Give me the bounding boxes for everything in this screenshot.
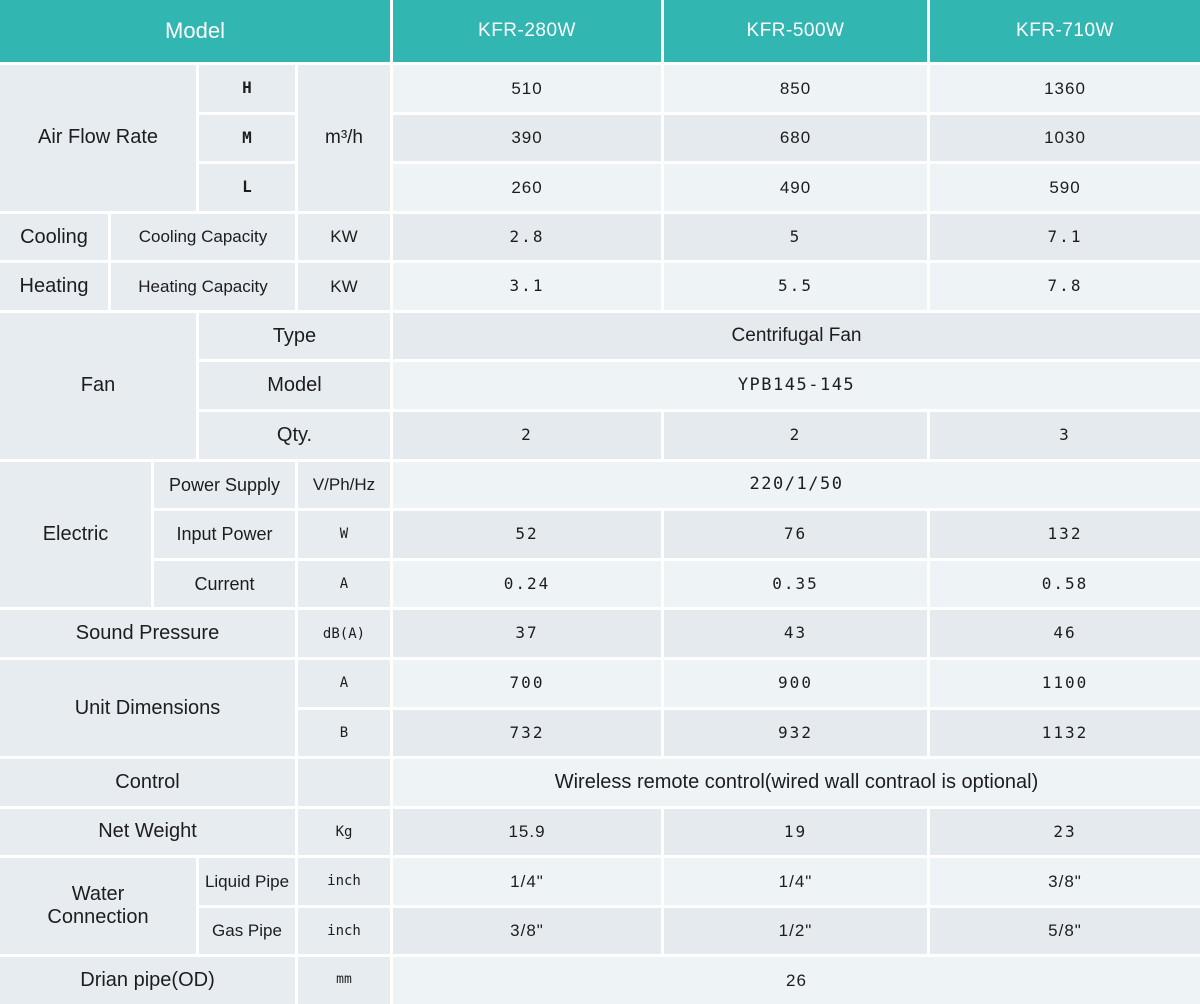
fan-label: Fan <box>0 312 196 459</box>
gas-pipe-710w: 5/8" <box>930 907 1200 955</box>
air-flow-h-500w: 850 <box>664 65 927 112</box>
input-power-710w: 132 <box>930 511 1200 558</box>
fan-qty-label: Qty. <box>199 412 390 459</box>
heating-label: Heating <box>0 263 108 310</box>
input-power-280w: 52 <box>393 511 661 558</box>
power-supply-unit: V/Ph/Hz <box>298 461 390 509</box>
fan-type-label: Type <box>199 312 390 360</box>
drain-pipe-label: Drian pipe(OD) <box>0 957 295 1004</box>
liquid-pipe-unit: inch <box>298 858 390 905</box>
water-connection-label-text: Water Connection <box>47 883 149 929</box>
current-unit: A <box>298 560 390 608</box>
sound-pressure-label: Sound Pressure <box>0 610 295 657</box>
dimension-b-280w: 732 <box>393 709 661 757</box>
input-power-label: Input Power <box>154 511 295 558</box>
air-flow-rate-label: Air Flow Rate <box>0 65 196 211</box>
dimension-a-500w: 900 <box>664 659 927 707</box>
heating-capacity-label: Heating Capacity <box>111 263 295 310</box>
net-weight-710w: 23 <box>930 808 1200 856</box>
heating-unit: KW <box>298 263 390 310</box>
liquid-pipe-710w: 3/8" <box>930 858 1200 905</box>
control-value: Wireless remote control(wired wall contr… <box>393 759 1200 806</box>
liquid-pipe-500w: 1/4" <box>664 858 927 905</box>
speed-high-label: H <box>199 65 295 112</box>
input-power-500w: 76 <box>664 511 927 558</box>
speed-medium-label: M <box>199 114 295 162</box>
sound-pressure-710w: 46 <box>930 610 1200 657</box>
gas-pipe-500w: 1/2" <box>664 907 927 955</box>
cooling-unit: KW <box>298 213 390 261</box>
gas-pipe-label: Gas Pipe <box>199 907 295 955</box>
sound-pressure-280w: 37 <box>393 610 661 657</box>
electric-label: Electric <box>0 461 151 608</box>
unit-dimensions-label: Unit Dimensions <box>0 659 295 757</box>
dimension-a-label: A <box>298 659 390 707</box>
input-power-unit: W <box>298 511 390 558</box>
net-weight-label: Net Weight <box>0 808 295 856</box>
air-flow-m-500w: 680 <box>664 114 927 162</box>
column-header-kfr-280w: KFR-280W <box>393 0 661 62</box>
heating-710w: 7.8 <box>930 263 1200 310</box>
dimension-a-710w: 1100 <box>930 659 1200 707</box>
water-connection-label: Water Connection <box>0 858 196 955</box>
heating-280w: 3.1 <box>393 263 661 310</box>
sound-pressure-500w: 43 <box>664 610 927 657</box>
fan-model-value: YPB145-145 <box>393 362 1200 410</box>
net-weight-280w: 15.9 <box>393 808 661 856</box>
model-header-cell: Model <box>0 0 390 62</box>
liquid-pipe-label: Liquid Pipe <box>199 858 295 905</box>
air-flow-h-710w: 1360 <box>930 65 1200 112</box>
gas-pipe-280w: 3/8" <box>393 907 661 955</box>
air-flow-m-280w: 390 <box>393 114 661 162</box>
air-flow-l-280w: 260 <box>393 164 661 211</box>
column-header-kfr-500w: KFR-500W <box>664 0 927 62</box>
dimension-b-label: B <box>298 709 390 757</box>
speed-low-label: L <box>199 164 295 211</box>
current-710w: 0.58 <box>930 560 1200 608</box>
power-supply-label: Power Supply <box>154 461 295 509</box>
dimension-b-710w: 1132 <box>930 709 1200 757</box>
power-supply-value: 220/1/50 <box>393 461 1200 509</box>
drain-pipe-unit: mm <box>298 957 390 1004</box>
fan-qty-280w: 2 <box>393 412 661 459</box>
fan-qty-500w: 2 <box>664 412 927 459</box>
fan-qty-710w: 3 <box>930 412 1200 459</box>
heating-500w: 5.5 <box>664 263 927 310</box>
drain-pipe-value: 26 <box>393 957 1200 1004</box>
liquid-pipe-280w: 1/4" <box>393 858 661 905</box>
air-flow-h-280w: 510 <box>393 65 661 112</box>
net-weight-unit: Kg <box>298 808 390 856</box>
control-unit-empty-cell <box>298 759 390 806</box>
cooling-label: Cooling <box>0 213 108 261</box>
net-weight-500w: 19 <box>664 808 927 856</box>
cooling-500w: 5 <box>664 213 927 261</box>
fan-model-label: Model <box>199 362 390 410</box>
cooling-710w: 7.1 <box>930 213 1200 261</box>
fan-type-value: Centrifugal Fan <box>393 312 1200 360</box>
current-500w: 0.35 <box>664 560 927 608</box>
sound-pressure-unit: dB(A) <box>298 610 390 657</box>
air-flow-l-500w: 490 <box>664 164 927 211</box>
cooling-280w: 2.8 <box>393 213 661 261</box>
air-flow-rate-unit: m³/h <box>298 65 390 211</box>
column-header-kfr-710w: KFR-710W <box>930 0 1200 62</box>
air-flow-m-710w: 1030 <box>930 114 1200 162</box>
cooling-capacity-label: Cooling Capacity <box>111 213 295 261</box>
dimension-b-500w: 932 <box>664 709 927 757</box>
control-label: Control <box>0 759 295 806</box>
air-flow-l-710w: 590 <box>930 164 1200 211</box>
current-280w: 0.24 <box>393 560 661 608</box>
dimension-a-280w: 700 <box>393 659 661 707</box>
gas-pipe-unit: inch <box>298 907 390 955</box>
current-label: Current <box>154 560 295 608</box>
